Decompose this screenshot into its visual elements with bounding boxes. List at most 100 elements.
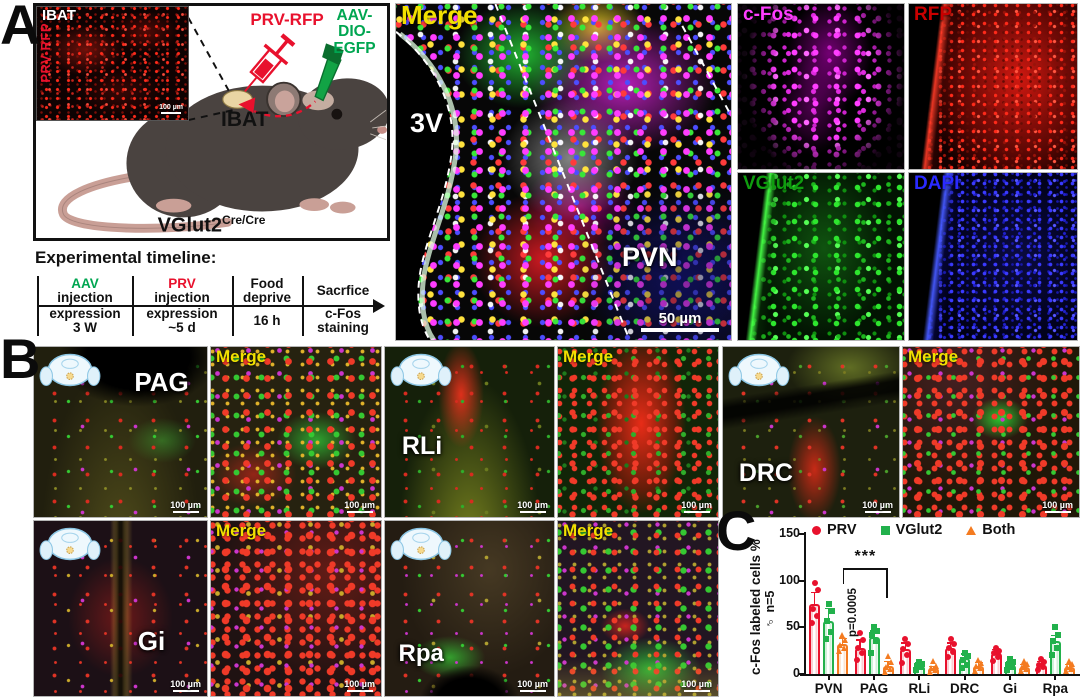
data-point-circle — [905, 641, 912, 648]
genotype-label: VGlut2Cre/Cre — [157, 213, 266, 237]
scale-bar: 100 µm — [170, 500, 201, 513]
data-point-circle — [991, 650, 997, 657]
merge-label: Merge — [563, 347, 614, 366]
error-bar-stem — [827, 608, 830, 621]
data-point-square — [871, 624, 877, 631]
data-point-circle — [902, 636, 909, 643]
data-point-square — [827, 629, 834, 635]
scale-bar: 100 µm — [170, 679, 201, 692]
data-point-square — [1050, 638, 1057, 645]
x-category-label: DRC — [950, 681, 980, 696]
data-point-triangle — [1023, 660, 1030, 667]
mouse-hind-paw — [155, 198, 192, 213]
data-point-circle — [996, 647, 1002, 654]
legend-item-vglut2: VGlut2 — [880, 522, 942, 538]
data-point-circle — [993, 644, 999, 651]
data-point-circle — [990, 657, 996, 664]
ventricle-dashed-outline — [396, 31, 454, 340]
timeline-title: Experimental timeline: — [35, 248, 217, 267]
data-point-circle — [854, 657, 860, 663]
dapi-channel-label: DAPI — [914, 173, 960, 194]
data-point-square — [873, 638, 879, 645]
data-point-circle — [947, 636, 954, 643]
bar — [809, 604, 821, 674]
scale-bar: 100 µm — [681, 500, 712, 513]
data-point-triangle — [1063, 663, 1070, 670]
sig-bracket-h — [842, 568, 888, 570]
data-point-square — [822, 635, 829, 642]
data-point-triangle — [882, 663, 889, 670]
region-label: RLi — [401, 432, 443, 460]
data-point-circle — [855, 644, 861, 651]
data-point-circle — [857, 629, 863, 636]
y-tick — [798, 626, 805, 629]
data-point-circle — [860, 637, 866, 644]
data-point-triangle — [1022, 666, 1029, 673]
image-shading — [738, 173, 904, 340]
data-point-triangle — [884, 653, 891, 660]
data-point-square — [1004, 667, 1010, 674]
data-point-circle — [808, 619, 815, 626]
x-category-label: PAG — [859, 681, 889, 696]
gi-merge-image: Merge 100 µm — [210, 520, 382, 697]
error-bar-stem — [813, 592, 816, 604]
dapi-channel-image: DAPI — [908, 172, 1078, 341]
data-point-triangle — [932, 662, 939, 669]
rli-merge-image: Merge 100 µm — [557, 346, 719, 518]
data-point-triangle — [836, 647, 843, 654]
data-point-square — [963, 661, 970, 668]
cfos-channel-label: c-Fos — [743, 4, 794, 25]
brain-atlas-icon — [390, 527, 452, 561]
data-point-triangle — [881, 669, 888, 676]
data-point-triangle — [1017, 668, 1024, 675]
third-ventricle-label: 3V — [410, 108, 444, 138]
legend-item-both: Both — [966, 522, 1015, 538]
data-point-triangle — [929, 657, 936, 664]
panel-a-letter: A — [0, 0, 41, 56]
data-point-square — [958, 665, 965, 672]
timeline-step-prv: PRV injection — [154, 276, 210, 305]
timeline-step-food-deprive: Food deprive — [242, 276, 292, 305]
vglut2-square-marker — [880, 525, 890, 535]
cfos-channel-image: c-Fos — [737, 3, 905, 170]
panel-a-schematic-box: IBAT PRV-RFP 100 µm PRV-RFP AAV- DIO-EGFP… — [33, 3, 390, 241]
data-point-triangle — [1018, 663, 1025, 670]
prv-route-dashed-arrow — [243, 100, 317, 118]
data-point-square — [964, 653, 971, 660]
merge-label: Merge — [216, 347, 267, 366]
data-point-triangle — [931, 667, 938, 674]
prv-rfp-label: PRV-RFP — [250, 10, 324, 29]
data-point-square — [1010, 658, 1016, 665]
vglut2-channel-label: VGlut2 — [743, 173, 805, 194]
vglut2-channel-image: VGlut2 — [737, 172, 905, 341]
data-point-square — [919, 660, 926, 667]
error-bar-stem — [859, 640, 861, 648]
mouse-nose — [377, 125, 387, 134]
data-point-circle — [859, 650, 865, 657]
pvn-label: PVN — [622, 242, 678, 272]
scale-bar: 100 µm — [517, 500, 548, 513]
data-point-triangle — [973, 662, 980, 669]
data-point-circle — [900, 645, 907, 652]
panel-b-letter: B — [0, 327, 41, 390]
x-category-label: RLi — [908, 681, 931, 696]
data-point-triangle — [1062, 668, 1069, 675]
data-point-triangle — [1020, 657, 1027, 664]
data-point-square — [823, 617, 830, 624]
timeline-step-aav: AAV injection — [57, 276, 113, 305]
both-triangle-marker — [966, 525, 977, 535]
data-point-triangle — [837, 642, 844, 649]
drc-wide-image: DRC 100 µm — [722, 346, 900, 518]
merge-label: Merge — [908, 347, 959, 366]
image-shading — [909, 4, 1077, 169]
x-tick — [1009, 676, 1011, 680]
data-point-circle — [950, 641, 957, 648]
data-point-circle — [811, 580, 818, 587]
data-point-square — [1009, 664, 1015, 671]
timeline-step-prv-duration: expression ~5 d — [146, 306, 218, 335]
data-point-square — [1005, 661, 1011, 668]
aav-dio-egfp-label: AAV- DIO-EGFP — [333, 7, 376, 57]
data-point-triangle — [842, 637, 849, 644]
data-point-triangle — [977, 665, 984, 672]
gi-wide-image: Gi 100 µm — [33, 520, 208, 697]
